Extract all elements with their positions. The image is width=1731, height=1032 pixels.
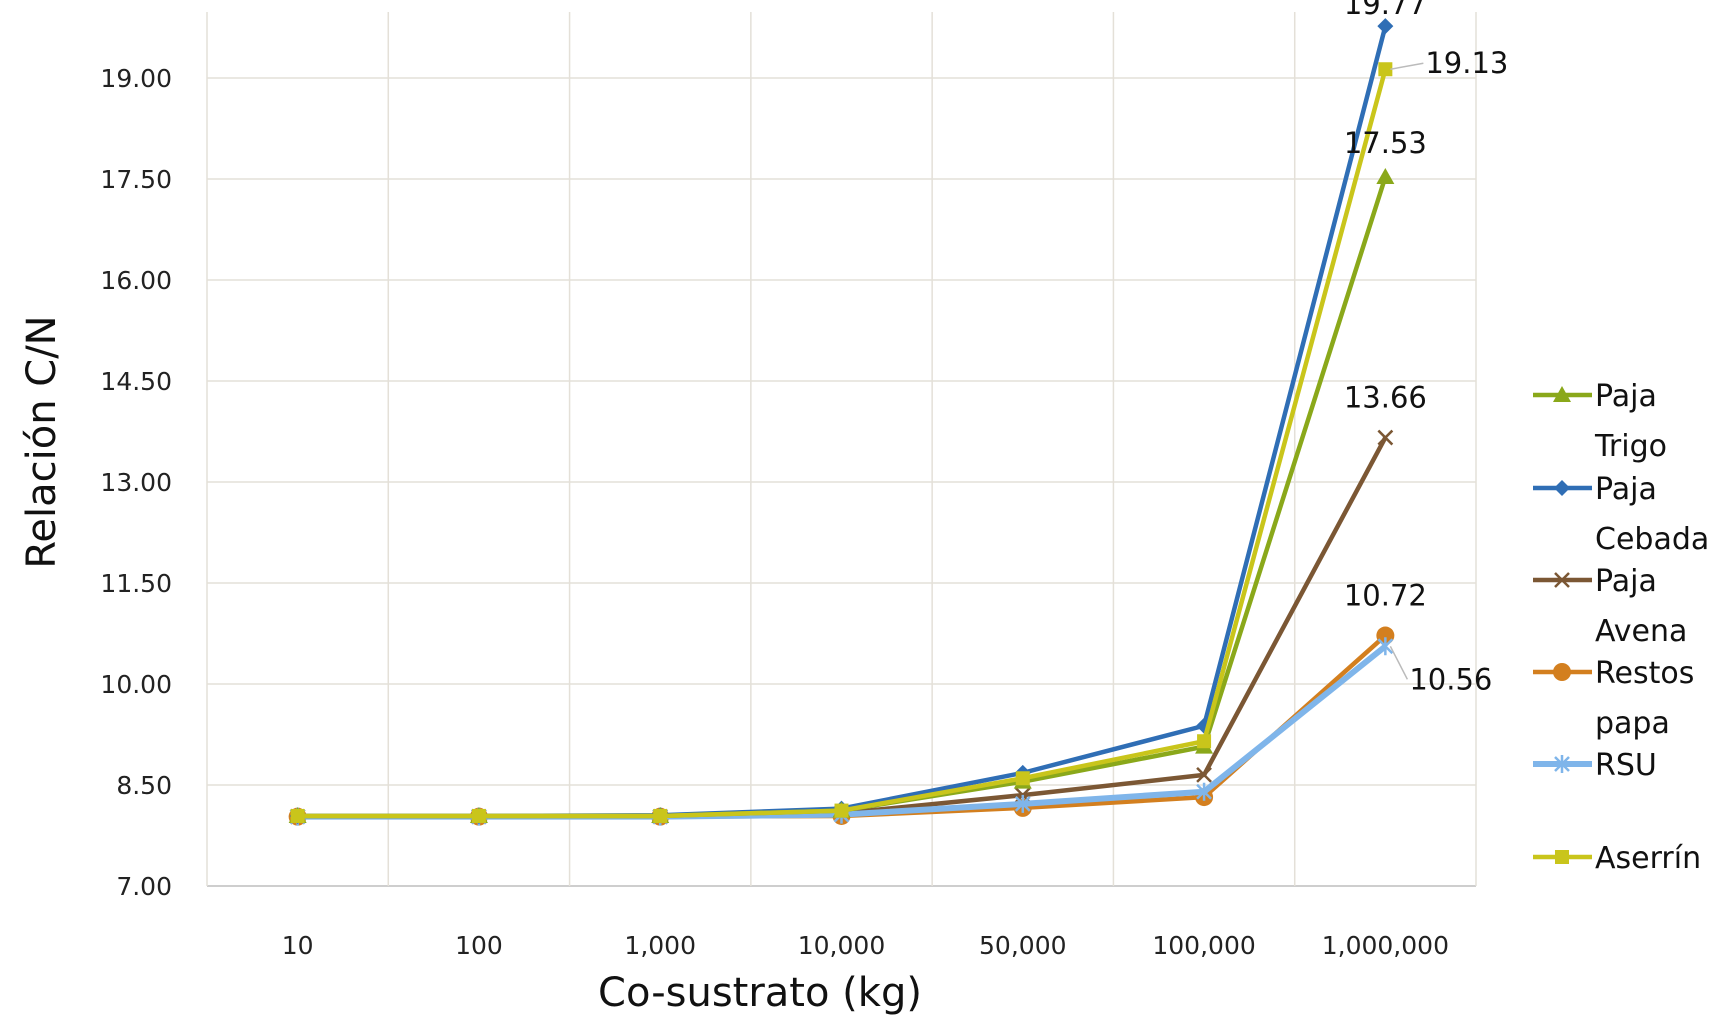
data-point <box>1377 18 1394 35</box>
y-tick-label: 7.00 <box>116 872 172 901</box>
y-tick-label: 16.00 <box>100 266 172 295</box>
data-point <box>471 808 486 823</box>
series-line <box>297 176 1388 819</box>
legend-label: Restos <box>1595 656 1694 691</box>
data-point <box>1014 794 1031 813</box>
legend-label: Avena <box>1595 614 1687 649</box>
data-point <box>1553 663 1571 681</box>
series-paja-avena <box>289 429 1394 825</box>
data-label: 19.77 <box>1344 0 1427 21</box>
legend-item: Paja Avena <box>1533 564 1687 649</box>
data-point <box>1554 480 1570 496</box>
data-point <box>1378 62 1393 77</box>
y-axis-ticks: 7.00 8.50 10.00 11.50 13.00 14.50 16.00 17.50 19… <box>100 64 172 901</box>
data-point <box>1554 572 1570 588</box>
legend-label: Paja <box>1595 564 1657 599</box>
data-labels: 17.53 19.77 13.66 10.72 10.56 19.13 <box>1344 0 1509 696</box>
data-point <box>1196 767 1212 783</box>
y-tick-label: 19.00 <box>100 64 172 93</box>
data-point <box>653 808 668 823</box>
data-point <box>1377 429 1394 446</box>
legend-label: Cebada <box>1595 522 1709 557</box>
y-tick-label: 14.50 <box>100 367 172 396</box>
legend-label: Paja <box>1595 379 1657 414</box>
series-paja-cebada <box>289 18 1394 824</box>
x-axis-title: Co-sustrato (kg) <box>598 970 922 1016</box>
data-label: 10.72 <box>1344 579 1427 613</box>
legend-item: RSU <box>1533 748 1657 783</box>
data-point <box>1197 734 1212 749</box>
data-point <box>1377 637 1394 656</box>
data-label: 13.66 <box>1344 381 1427 415</box>
y-tick-label: 10.00 <box>100 670 172 699</box>
label-leader-line <box>1390 62 1424 70</box>
x-tick-label: 100 <box>455 931 503 960</box>
data-label: 19.13 <box>1425 46 1508 80</box>
x-tick-label: 50,000 <box>979 931 1066 960</box>
legend-label: Trigo <box>1594 429 1667 464</box>
data-point <box>1376 167 1395 184</box>
legend-label: Aserrín <box>1595 841 1701 876</box>
y-axis-title: Relación C/N <box>19 315 65 568</box>
label-leader-line <box>1389 645 1409 680</box>
legend-item: Restos papa <box>1533 656 1694 741</box>
series-line <box>297 68 1388 819</box>
data-point <box>1196 782 1212 801</box>
series-line <box>297 25 1388 819</box>
data-label: 17.53 <box>1344 126 1427 160</box>
data-point <box>834 803 849 818</box>
series-line <box>297 436 1388 819</box>
chart-grid <box>206 12 1477 887</box>
legend: Paja Trigo Paja Cebada Paja Avena Restos papa RS… <box>1533 379 1709 876</box>
series-aserrín <box>290 62 1393 823</box>
legend-item: Paja Cebada <box>1533 472 1709 557</box>
data-point <box>290 808 305 823</box>
x-tick-label: 10,000 <box>798 931 885 960</box>
legend-item: Aserrín <box>1533 841 1701 876</box>
series-group <box>288 18 1395 826</box>
y-tick-label: 8.50 <box>116 771 172 800</box>
data-label: 10.56 <box>1409 662 1492 696</box>
legend-label: papa <box>1595 706 1670 741</box>
data-point <box>1554 755 1570 773</box>
legend-item: Paja Trigo <box>1533 379 1667 464</box>
y-tick-label: 17.50 <box>100 165 172 194</box>
data-point <box>1376 626 1395 645</box>
legend-label: Paja <box>1595 472 1657 507</box>
data-point <box>1015 771 1030 786</box>
legend-label: RSU <box>1595 748 1657 783</box>
x-tick-label: 10 <box>282 931 314 960</box>
y-tick-label: 11.50 <box>100 569 172 598</box>
data-point <box>1553 386 1571 402</box>
x-tick-label: 1,000,000 <box>1322 931 1449 960</box>
x-axis-ticks: 10 100 1,000 10,000 50,000 100,000 1,000,000 <box>282 931 1449 960</box>
x-tick-label: 1,000 <box>624 931 696 960</box>
data-point <box>1555 850 1569 864</box>
x-tick-label: 100,000 <box>1152 931 1255 960</box>
y-tick-label: 13.00 <box>100 468 172 497</box>
